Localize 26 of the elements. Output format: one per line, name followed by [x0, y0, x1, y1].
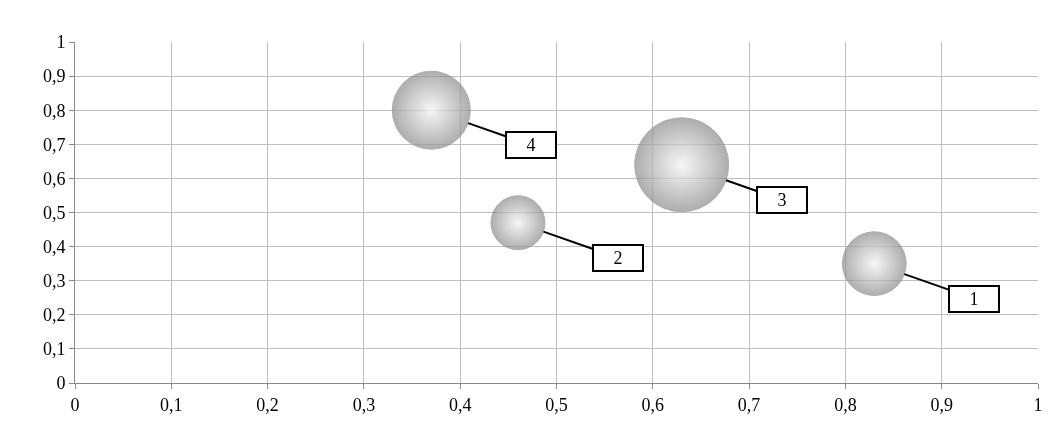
x-tick-label: 0,5	[545, 394, 568, 415]
x-tick-label: 0,7	[737, 394, 761, 415]
y-tick-label: 0,6	[42, 168, 66, 189]
x-tick-label: 0,1	[160, 394, 183, 415]
y-tick-label: 0,4	[42, 236, 66, 257]
y-tick-label: 1	[56, 32, 66, 53]
x-tick-label: 0,3	[352, 394, 376, 415]
annotation: 3	[777, 190, 787, 210]
y-tick-label: 0	[56, 373, 66, 394]
y-tick-label: 0,1	[42, 339, 66, 360]
y-tick-label: 0,9	[42, 66, 66, 87]
x-tick-label: 0,9	[930, 394, 953, 415]
annotation: 1	[969, 289, 979, 309]
x-tick-label: 0	[70, 394, 80, 415]
y-tick-label: 0,2	[42, 305, 66, 326]
x-tick-label: 0,2	[256, 394, 279, 415]
y-tick-label: 0,8	[42, 100, 66, 121]
x-tick-label: 0,8	[834, 394, 857, 415]
annotation: 2	[613, 248, 623, 268]
y-tick-label: 0,3	[42, 271, 66, 291]
y-tick-label: 0,5	[42, 202, 66, 223]
annotation: 4	[526, 135, 536, 155]
x-tick-label: 0,6	[641, 394, 665, 415]
y-tick-label: 0,7	[42, 134, 66, 155]
x-tick-label: 0,4	[448, 394, 472, 415]
x-tick-label: 1	[1033, 394, 1043, 415]
